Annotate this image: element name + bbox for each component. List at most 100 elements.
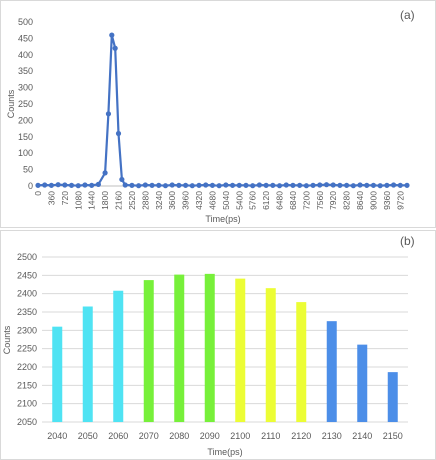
panel-a-data-point [350,183,356,189]
panel-a-data-point [323,182,330,188]
panel-a-data-point [196,182,202,188]
panel-a-data-point [250,183,256,189]
panel-a-data-point [136,183,142,189]
panel-a-data-point [149,182,155,188]
panel-b-x-tick-label: 2070 [139,431,159,441]
panel-a-x-tick-label: 9360 [382,191,392,210]
panel-a-data-point [142,182,148,188]
panel-b-x-tick-label: 2050 [78,431,98,441]
panel-b-ylabel: Counts [2,325,12,354]
panel-a-data-point [310,182,316,188]
panel-a-x-tick-label: 2520 [127,191,137,210]
panel-a-data-point [357,182,363,188]
panel-a-data-point [89,182,95,188]
panel-b-x-tick-label: 2060 [108,431,128,441]
panel-a-data-point [236,182,242,188]
panel-a-x-tick-label: 8280 [342,191,352,210]
panel-a-y-tick-label: 0 [28,181,33,191]
panel-a-data-point [303,183,309,189]
panel-b-y-tick-label: 2250 [17,344,37,354]
panel-a-data-point [404,182,410,188]
panel-a-x-tick-label: 1440 [87,191,97,210]
panel-b-bar [52,326,63,422]
panel-a-y-tick-label: 500 [18,17,33,27]
panel-a-y-tick-label: 450 [18,33,33,43]
panel-b-y-tick-label: 2150 [17,380,37,390]
panel-a-data-point [344,182,350,188]
panel-b-x-tick-label: 2110 [261,431,280,441]
panel-b-frame [0,230,436,460]
panel-a-data-point [62,182,68,188]
panel-a-data-point [35,182,41,188]
panel-a-data-point [109,32,115,38]
panel-a-data-point [176,182,182,188]
panel-a-line-chart: (a) Counts Time(ps) 0 50 100 150 200 250 300 35… [0,0,436,228]
panel-b-x-tick-label: 2140 [352,431,372,441]
panel-b-bar-chart: (b) Counts Time(ps) 2050 2100 2150 2200 2250… [0,230,436,460]
panel-a-data-point [290,182,296,188]
panel-b-y-ticks: 2050 2100 2150 2200 2250 2300 2350 2400 2450 2500 [17,252,37,427]
panel-a-x-tick-label: 6480 [275,191,285,210]
panel-a-data-point [317,182,323,188]
panel-a-data-point [55,182,61,188]
panel-b-bar [265,288,276,422]
panel-a-data-point [270,182,276,188]
panel-a-x-tick-label: 9000 [368,191,378,210]
panel-a-data-point [68,182,75,188]
panel-b-x-tick-label: 2080 [169,431,189,441]
panel-b-x-tick-label: 2090 [200,431,220,441]
panel-a-x-tick-label: 9720 [395,191,405,210]
panel-a-data-point [105,111,112,117]
panel-a-x-tick-label: 1080 [73,191,83,210]
panel-a-x-tick-label: 3600 [167,191,177,210]
panel-b-bar [235,278,246,422]
panel-a-data-point [169,182,175,188]
panel-b-y-tick-label: 2400 [17,289,37,299]
panel-b-x-tick-label: 2120 [291,431,311,441]
panel-a-data-point [75,183,81,189]
panel-a-data-point [283,182,289,188]
panel-a-x-tick-label: 2160 [114,191,124,210]
panel-a-x-tick-label: 7200 [301,191,311,210]
panel-b-x-ticks: 2040 2050 2060 2070 2080 2090 2100 2110 2120 2130… [47,431,403,441]
panel-a-data-point [95,181,101,187]
panel-a-data-point [162,183,169,189]
panel-b-bars [52,273,398,422]
panel-a-y-tick-label: 200 [18,115,33,125]
panel-b-bar [204,273,215,422]
panel-a-y-tick-label: 250 [18,99,33,109]
panel-a-x-ticks: 0 360 720 1080 1440 1800 2160 2520 2880 3240 3600 3… [33,191,405,210]
panel-a-x-tick-label: 2880 [140,191,150,210]
panel-b-label: (b) [400,234,415,248]
panel-a-x-tick-label: 6840 [288,191,298,210]
panel-b-xlabel: Time(ps) [207,447,242,457]
panel-a-x-tick-label: 1800 [100,191,110,210]
panel-a-x-tick-label: 7920 [328,191,338,210]
panel-b-y-tick-label: 2450 [17,270,37,280]
panel-a-data-point [102,170,108,176]
panel-b-y-tick-label: 2050 [17,417,37,427]
panel-b-bar [174,274,185,422]
panel-b-y-tick-label: 2100 [17,399,37,409]
panel-a-x-tick-label: 3240 [154,191,164,210]
panel-b-bar [82,306,93,422]
panel-a-data-point [390,182,397,188]
panel-b-gridlines [42,256,408,423]
panel-a-x-tick-label: 5040 [221,191,231,210]
panel-a-x-tick-label: 6120 [261,191,271,210]
panel-a-points [35,32,410,189]
panel-a-data-point [384,182,390,188]
panel-a-data-point [377,183,383,189]
panel-b-x-tick-label: 2040 [47,431,67,441]
panel-a-data-point [48,182,55,188]
panel-a-data-point [115,130,122,137]
panel-b-y-tick-label: 2500 [17,252,37,262]
panel-a-y-tick-label: 400 [18,50,33,60]
panel-a-y-tick-label: 150 [18,132,33,142]
panel-a-data-point [183,182,189,188]
panel-a-y-tick-label: 50 [23,165,33,175]
panel-a-x-tick-label: 4680 [207,191,217,210]
panel-a-data-point [297,182,303,188]
panel-a-x-tick-label: 0 [33,191,43,196]
